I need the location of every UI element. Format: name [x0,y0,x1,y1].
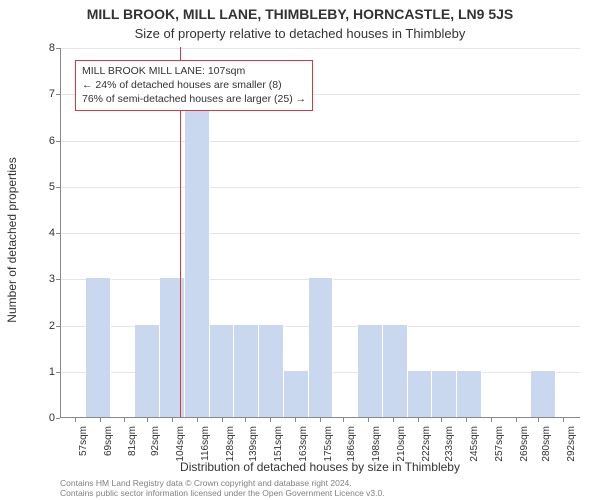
xtick-mark [100,418,101,422]
xtick-mark [172,418,173,422]
xtick-mark [516,418,517,422]
xtick-mark [466,418,467,422]
xtick-mark [147,418,148,422]
bar [234,325,259,418]
ytick-label: 2 [35,320,55,332]
ytick-label: 7 [35,88,55,100]
bar [358,325,383,418]
bar [284,371,309,417]
ytick-label: 4 [35,227,55,239]
xtick-mark [245,418,246,422]
ytick-label: 6 [35,135,55,147]
y-axis-label: Number of detached properties [5,157,19,322]
annotation-box: MILL BROOK MILL LANE: 107sqm ← 24% of de… [75,60,313,111]
annotation-line3: 76% of semi-detached houses are larger (… [82,92,306,106]
bar [210,325,235,418]
bar [457,371,482,417]
ytick-label: 5 [35,181,55,193]
bar [259,325,284,418]
bar [383,325,408,418]
xtick-mark [563,418,564,422]
bar [185,93,210,417]
xtick-mark [320,418,321,422]
chart-container: MILL BROOK, MILL LANE, THIMBLEBY, HORNCA… [0,0,600,500]
x-axis-label: Distribution of detached houses by size … [60,460,580,474]
xtick-mark [491,418,492,422]
xtick-mark [538,418,539,422]
xtick-mark [295,418,296,422]
bar [432,371,457,417]
ytick-label: 8 [35,42,55,54]
bar [408,371,433,417]
chart-title: MILL BROOK, MILL LANE, THIMBLEBY, HORNCA… [0,6,600,22]
annotation-line1: MILL BROOK MILL LANE: 107sqm [82,64,306,78]
bar [86,278,111,417]
xtick-mark [124,418,125,422]
credits-line1: Contains HM Land Registry data © Crown c… [60,478,385,488]
plot-area: MILL BROOK MILL LANE: 107sqm ← 24% of de… [60,48,580,418]
credits-line2: Contains public sector information licen… [60,488,385,498]
ytick-label: 1 [35,366,55,378]
bar [135,325,160,418]
xtick-mark [441,418,442,422]
xtick-mark [197,418,198,422]
annotation-line2: ← 24% of detached houses are smaller (8) [82,78,306,92]
xtick-mark [270,418,271,422]
bar [531,371,556,417]
xtick-mark [393,418,394,422]
xtick-mark [368,418,369,422]
xtick-mark [222,418,223,422]
ytick-label: 0 [35,412,55,424]
xtick-mark [343,418,344,422]
xtick-mark [75,418,76,422]
credits: Contains HM Land Registry data © Crown c… [60,478,385,498]
ytick-mark [56,418,60,419]
ytick-label: 3 [35,273,55,285]
bar [309,278,334,417]
chart-subtitle: Size of property relative to detached ho… [0,26,600,41]
bar [160,278,185,417]
xtick-mark [418,418,419,422]
